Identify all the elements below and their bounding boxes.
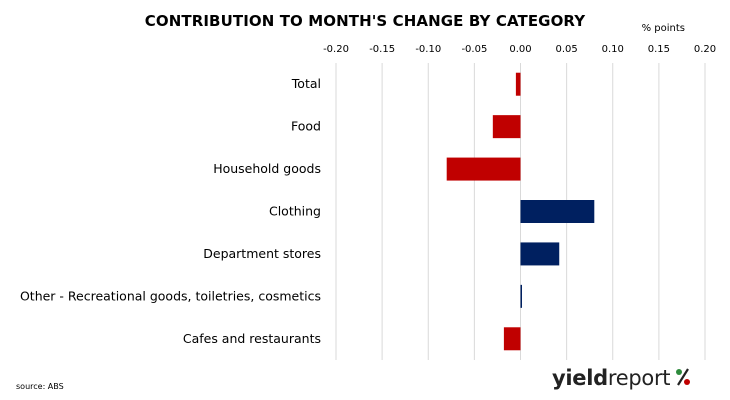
percent-logo-icon — [675, 366, 691, 390]
bar — [515, 72, 521, 96]
x-tick-label: 0.05 — [555, 44, 577, 55]
bar — [492, 115, 521, 139]
bar — [503, 327, 521, 351]
yieldreport-logo: yieldreport — [552, 366, 691, 390]
x-tick-label: 0.00 — [509, 44, 531, 55]
logo-text-report: report — [607, 366, 671, 390]
category-label: Total — [291, 76, 321, 91]
category-label: Cafes and restaurants — [183, 331, 321, 346]
x-tick-label: -0.20 — [323, 44, 349, 55]
bar — [520, 242, 560, 266]
x-tick-label: -0.15 — [369, 44, 395, 55]
source-note: source: ABS — [16, 382, 64, 391]
category-label: Household goods — [213, 161, 321, 176]
bar — [520, 200, 595, 223]
x-tick-label: 0.10 — [602, 44, 624, 55]
x-tick-label: -0.05 — [461, 44, 487, 55]
x-tick-label: -0.10 — [415, 44, 441, 55]
category-label: Food — [291, 119, 321, 134]
x-tick-label: 0.20 — [694, 44, 716, 55]
category-label: Department stores — [203, 246, 321, 261]
chart-title: CONTRIBUTION TO MONTH'S CHANGE BY CATEGO… — [144, 12, 586, 30]
logo-text-yield: yield — [552, 366, 608, 390]
bar — [446, 157, 521, 181]
bar — [520, 284, 522, 308]
x-tick-label: 0.15 — [648, 44, 670, 55]
category-label: Clothing — [269, 204, 321, 219]
category-label: Other - Recreational goods, toiletries, … — [20, 288, 321, 303]
axis-unit-label: % points — [641, 23, 685, 34]
